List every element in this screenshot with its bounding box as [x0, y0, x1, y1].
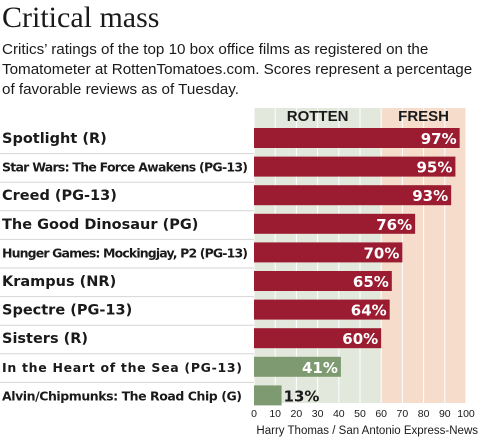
- bar: [254, 242, 403, 263]
- category-label: Star Wars: The Force Awakens (PG-13): [2, 160, 248, 175]
- x-tick-label: 50: [354, 408, 366, 420]
- value-label: 95%: [416, 159, 452, 177]
- value-label: 60%: [342, 330, 378, 348]
- value-label: 97%: [421, 130, 457, 148]
- bar: [254, 128, 460, 148]
- x-tick-label: 90: [439, 408, 451, 420]
- value-label: 41%: [302, 359, 338, 377]
- x-tick-label: 30: [312, 408, 324, 420]
- x-tick-labels: 0 10 20 30 40 50 60 70 80 90 100: [251, 408, 475, 420]
- category-label: Alvin/Chipmunks: The Road Chip (G): [2, 388, 242, 403]
- category-label: Sisters (R): [2, 331, 88, 347]
- x-tick-label: 80: [418, 408, 430, 420]
- zone-label-fresh: FRESH: [398, 108, 449, 125]
- credit-line: Harry Thomas / San Antonio Express-News: [256, 425, 478, 437]
- value-label: 13%: [284, 387, 320, 405]
- value-label: 70%: [363, 244, 399, 262]
- zone-label-rotten: ROTTEN: [287, 108, 349, 125]
- zone-labels: ROTTEN FRESH: [287, 108, 449, 125]
- chart-subtitle: Critics’ ratings of the top 10 box offic…: [2, 41, 473, 98]
- bar: [254, 328, 382, 349]
- category-label: In the Heart of the Sea (PG-13): [2, 360, 242, 375]
- category-label: Creed (PG-13): [2, 188, 117, 204]
- value-label: 64%: [351, 302, 387, 320]
- category-label: Hunger Games: Mockingjay, P2 (PG-13): [2, 245, 248, 260]
- bar: [254, 156, 456, 177]
- category-label: Krampus (NR): [2, 274, 116, 290]
- bar: [254, 185, 452, 206]
- x-tick-label: 100: [457, 408, 475, 420]
- category-label: Spotlight (R): [2, 131, 107, 147]
- bar: [254, 299, 390, 320]
- category-labels: Spotlight (R) Star Wars: The Force Awaken…: [0, 131, 254, 403]
- value-label: 65%: [353, 273, 389, 291]
- category-label: Spectre (PG-13): [2, 303, 132, 319]
- x-tick-label: 10: [269, 408, 281, 420]
- bar: [254, 213, 416, 234]
- value-labels: 97% 95% 93%76% 70% 65% 64% 60%41% 13%: [284, 130, 457, 405]
- x-tick-label: 0: [251, 408, 257, 420]
- chart-title: Critical mass: [2, 1, 160, 34]
- value-label: 93%: [412, 187, 448, 205]
- x-tick-label: 20: [291, 408, 303, 420]
- category-label: The Good Dinosaur (PG): [2, 217, 198, 233]
- bar: [254, 385, 282, 406]
- value-label: 76%: [376, 216, 412, 234]
- bar: [254, 271, 392, 291]
- bars: [254, 128, 460, 406]
- x-tick-label: 40: [333, 408, 345, 420]
- x-tick-label: 60: [375, 408, 387, 420]
- bar: [254, 356, 341, 377]
- x-tick-label: 70: [397, 408, 409, 420]
